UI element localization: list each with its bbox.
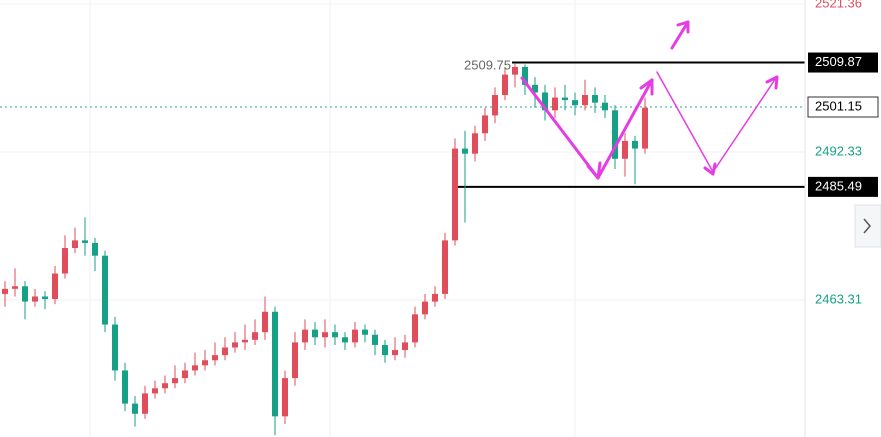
level-label: 2509.87 <box>815 54 862 69</box>
candles <box>2 63 648 436</box>
candle-body <box>2 288 8 294</box>
candle-body <box>402 342 408 351</box>
candle-body <box>192 365 198 371</box>
candle-body <box>492 95 498 116</box>
y-tick-label: 2521.36 <box>815 0 862 10</box>
candle-body <box>452 148 458 241</box>
candle-body <box>522 66 528 85</box>
candle-body <box>302 329 308 343</box>
candle-body <box>72 240 78 249</box>
candle-body <box>22 286 28 302</box>
candle-body <box>562 97 568 101</box>
candle-body <box>162 383 168 389</box>
candle-body <box>332 332 338 338</box>
candle-body <box>202 360 208 366</box>
price-axis: 2521.36 2492.33 2463.31 2501.15 2509.87 2485.… <box>807 0 879 306</box>
candle-body <box>642 107 648 149</box>
candle-body <box>312 329 318 338</box>
candle-body <box>532 84 538 93</box>
drawn-arrow <box>670 20 690 50</box>
candle-body <box>132 403 138 414</box>
arrow-head <box>639 78 654 96</box>
candle-body <box>242 339 248 343</box>
candle-body <box>382 344 388 356</box>
candle-body <box>372 334 378 345</box>
candle-body <box>322 332 328 338</box>
candle-body <box>142 393 148 414</box>
candle-body <box>442 240 448 294</box>
candle-body <box>32 296 38 302</box>
candle-body <box>632 140 638 149</box>
candle-body <box>622 140 628 159</box>
candle-body <box>222 347 228 356</box>
drawn-path <box>656 71 777 173</box>
arrow-head <box>765 75 779 90</box>
candle-body <box>252 332 258 340</box>
arrow-head <box>586 161 602 180</box>
level-box <box>808 52 878 73</box>
candle-body <box>122 370 128 404</box>
levels <box>0 61 805 188</box>
candle-body <box>552 97 558 111</box>
candle-body <box>362 329 368 335</box>
candle-body <box>42 296 48 300</box>
candle-body <box>612 110 618 159</box>
candle-body <box>172 378 178 384</box>
candle-body <box>12 286 18 289</box>
drawn-path <box>520 76 654 180</box>
button-bg[interactable] <box>854 204 881 248</box>
candle-body <box>272 311 278 417</box>
candle-body <box>602 102 608 111</box>
arrow-head <box>703 162 717 176</box>
candle-body <box>232 342 238 348</box>
candle-body <box>282 378 288 417</box>
candle-body <box>92 242 98 256</box>
candle-body <box>422 301 428 315</box>
level-box <box>808 176 878 197</box>
candle-body <box>462 148 468 154</box>
candle-body <box>472 133 478 154</box>
y-tick-label: 2492.33 <box>815 143 862 158</box>
arrow-head <box>676 20 690 34</box>
candle-body <box>482 115 488 134</box>
current-price-label: 2501.15 <box>815 98 862 113</box>
vertical-grid <box>89 0 576 437</box>
candle-body <box>262 311 268 333</box>
candle-body <box>52 273 58 300</box>
chevron-icon[interactable] <box>863 218 871 234</box>
candle-body <box>582 95 588 106</box>
candle-body <box>112 324 118 371</box>
candle-body <box>82 240 88 243</box>
candle-body <box>182 370 188 379</box>
candle-body <box>212 355 218 361</box>
candle-body <box>152 388 158 394</box>
candle-body <box>592 95 598 103</box>
candle-body <box>342 337 348 343</box>
candle-body <box>352 329 358 343</box>
candle-body <box>292 342 298 379</box>
candle-body <box>572 100 578 106</box>
grid <box>0 3 805 301</box>
expand-button[interactable] <box>854 204 881 248</box>
y-tick-label: 2463.31 <box>815 291 862 306</box>
high-label: 2509.75 <box>464 58 511 73</box>
candle-body <box>542 92 548 111</box>
candle-body <box>412 314 418 343</box>
candle-body <box>392 350 398 356</box>
candle-body <box>62 248 68 274</box>
drawings <box>520 20 779 180</box>
candle-body <box>432 293 438 302</box>
candle-body <box>102 255 108 325</box>
candle-body <box>512 66 518 75</box>
level-label: 2485.49 <box>815 178 862 193</box>
current-price-box <box>807 96 879 118</box>
candle-body <box>502 74 508 96</box>
